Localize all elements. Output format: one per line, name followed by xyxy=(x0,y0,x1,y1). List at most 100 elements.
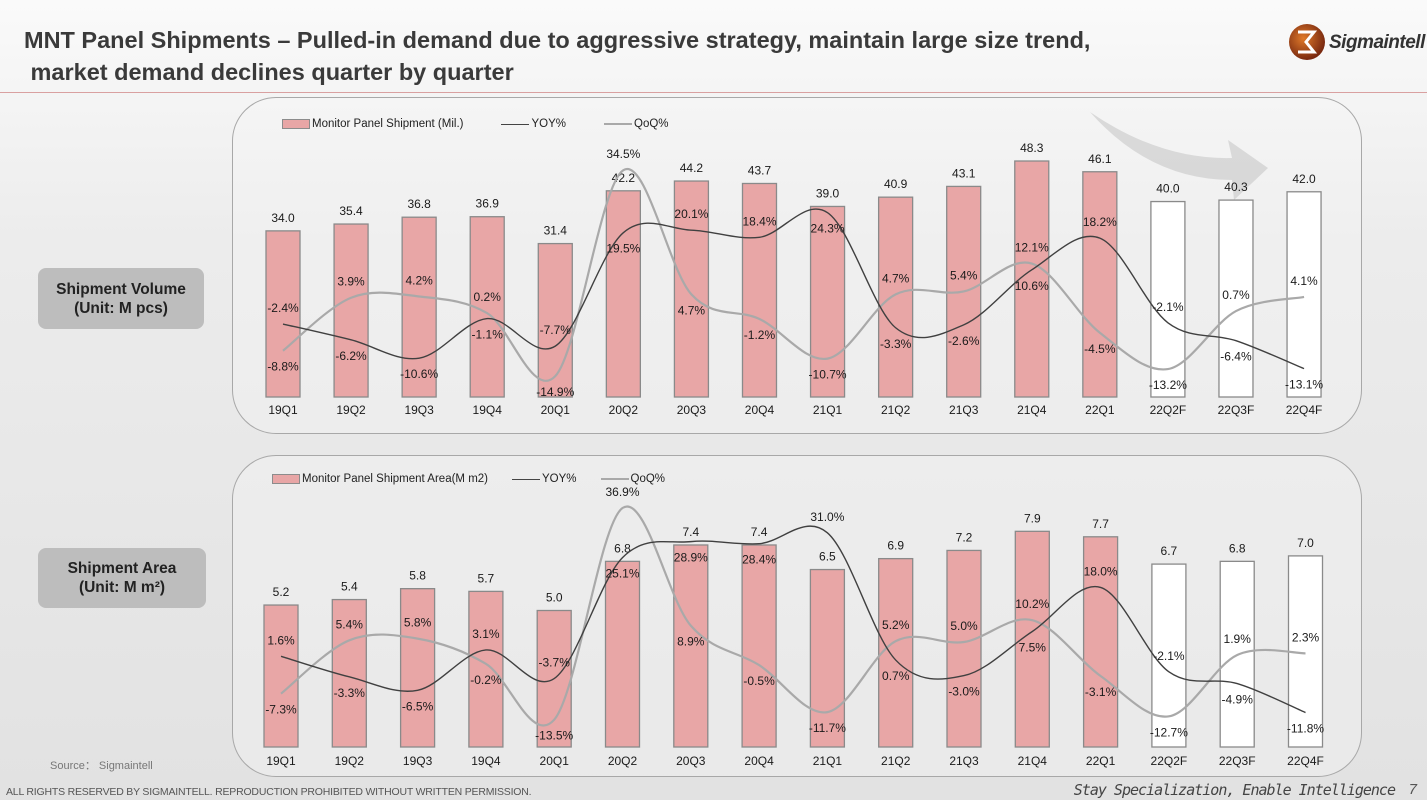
x-tick-label: 21Q4 xyxy=(1017,403,1047,417)
x-tick-label: 20Q1 xyxy=(541,403,571,417)
bar-19Q4 xyxy=(468,590,504,748)
bar-20Q2 xyxy=(604,560,641,748)
legend-label: YOY% xyxy=(531,118,566,130)
source-note: Source： Sigmaintell xyxy=(50,760,153,772)
qoq-value-label: 36.9% xyxy=(605,485,639,499)
qoq-value-label: 8.9% xyxy=(677,635,705,649)
bar-value-label: 43.1 xyxy=(952,166,976,180)
x-tick-label: 21Q3 xyxy=(949,754,979,768)
bar-19Q3 xyxy=(401,216,437,398)
qoq-value-label: 4.7% xyxy=(882,271,910,285)
qoq-value-label: 34.5% xyxy=(606,147,640,161)
bar-22Q4F xyxy=(1286,191,1322,398)
logo: Sigmaintell xyxy=(1287,20,1425,66)
bar-value-label: 6.8 xyxy=(1229,541,1246,555)
yoy-value-label: 18.2% xyxy=(1083,215,1117,229)
yoy-value-label: -10.6% xyxy=(400,367,438,381)
bar-value-label: 5.4 xyxy=(341,580,358,594)
x-tick-label: 20Q1 xyxy=(540,754,570,768)
volume-side-label: Shipment Volume (Unit: M pcs) xyxy=(38,268,204,329)
legend-label: YOY% xyxy=(542,473,577,485)
bar-21Q1 xyxy=(809,568,846,748)
x-tick-label: 21Q3 xyxy=(949,403,979,417)
qoq-value-label: 2.3% xyxy=(1292,630,1320,644)
bar-value-label: 43.7 xyxy=(748,163,772,177)
bar-20Q4 xyxy=(741,182,778,398)
qoq-line xyxy=(280,505,1306,727)
yoy-value-label: 18.0% xyxy=(1084,564,1118,578)
qoq-value-label: -10.7% xyxy=(809,368,847,382)
legend-item-bar: Monitor Panel Shipment (Mil.) xyxy=(282,118,463,130)
area-label-title: Shipment Area xyxy=(67,560,177,577)
bar-21Q1 xyxy=(809,205,846,398)
bar-value-label: 7.4 xyxy=(682,525,699,539)
legend-swatch xyxy=(604,123,632,125)
x-tick-label: 21Q1 xyxy=(813,754,843,768)
bar-value-label: 34.0 xyxy=(271,211,295,225)
qoq-value-label: -12.7% xyxy=(1150,725,1188,739)
area-side-label: Shipment Area (Unit: M m²) xyxy=(38,548,206,608)
qoq-value-label: -14.9% xyxy=(536,385,574,399)
yoy-value-label: -2.6% xyxy=(948,334,980,348)
yoy-value-label: 3.1% xyxy=(472,627,500,641)
x-tick-label: 21Q2 xyxy=(881,754,911,768)
bar-19Q3 xyxy=(399,588,436,748)
area-legend: Monitor Panel Shipment Area(M m2) YOY% Q… xyxy=(272,473,703,485)
qoq-value-label: 5.4% xyxy=(336,617,364,631)
yoy-value-label: 10.6% xyxy=(1015,279,1049,293)
yoy-line xyxy=(282,208,1305,370)
bar-value-label: 42.0 xyxy=(1292,172,1316,186)
sigma-logo-icon xyxy=(1289,24,1325,60)
qoq-value-label: -0.5% xyxy=(743,674,775,688)
yoy-value-label: 28.4% xyxy=(742,553,776,567)
bar-value-label: 35.4 xyxy=(339,204,363,218)
yoy-value-label: -3.0% xyxy=(948,685,980,699)
bar-value-label: 5.7 xyxy=(478,571,495,585)
legend-swatch xyxy=(600,478,629,480)
yoy-value-label: -6.4% xyxy=(1220,350,1252,364)
qoq-value-label: 3.9% xyxy=(337,275,365,289)
copyright-notice: ALL RIGHTS RESERVED BY SIGMAINTELL. REPR… xyxy=(6,786,532,798)
yoy-value-label: -4.9% xyxy=(1222,693,1254,707)
qoq-value-label: 1.9% xyxy=(1224,632,1252,646)
x-tick-label: 20Q3 xyxy=(677,403,707,417)
x-tick-label: 19Q3 xyxy=(403,754,433,768)
bar-19Q2 xyxy=(333,223,369,398)
bar-value-label: 7.9 xyxy=(1024,511,1041,525)
bar-value-label: 39.0 xyxy=(816,186,840,200)
x-tick-label: 19Q1 xyxy=(266,754,296,768)
bar-value-label: 6.9 xyxy=(887,539,904,553)
x-tick-label: 22Q1 xyxy=(1086,754,1116,768)
x-tick-label: 19Q4 xyxy=(473,403,503,417)
legend-item-qoq: QoQ% xyxy=(600,473,665,485)
yoy-value-label: -13.1% xyxy=(1285,378,1323,392)
yoy-value-label: -7.7% xyxy=(540,323,572,337)
legend-swatch xyxy=(272,474,300,484)
bar-value-label: 6.8 xyxy=(614,541,631,555)
bar-value-label: 40.3 xyxy=(1224,180,1248,194)
x-tick-label: 20Q3 xyxy=(676,754,706,768)
bar-value-label: 6.5 xyxy=(819,550,836,564)
bar-22Q3F xyxy=(1218,199,1254,398)
legend-swatch xyxy=(512,478,540,480)
yoy-value-label: -3.7% xyxy=(539,656,571,670)
legend-swatch xyxy=(501,123,530,125)
bar-20Q3 xyxy=(673,544,709,748)
bar-21Q3 xyxy=(946,549,982,748)
x-tick-label: 19Q4 xyxy=(471,754,501,768)
yoy-value-label: -11.8% xyxy=(1287,722,1324,736)
x-tick-label: 20Q4 xyxy=(745,403,775,417)
legend-label: Monitor Panel Shipment (Mil.) xyxy=(312,118,464,130)
legend-item-yoy: YOY% xyxy=(501,118,566,130)
x-tick-label: 22Q2F xyxy=(1150,403,1187,417)
bar-value-label: 48.3 xyxy=(1020,141,1044,155)
x-tick-label: 19Q1 xyxy=(268,403,298,417)
yoy-value-label: 18.4% xyxy=(742,214,776,228)
header-divider xyxy=(0,92,1427,93)
yoy-value-label: -2.1% xyxy=(1153,649,1185,663)
bar-value-label: 40.9 xyxy=(884,177,908,191)
legend-item-yoy: YOY% xyxy=(512,473,577,485)
bar-value-label: 5.8 xyxy=(409,569,426,583)
